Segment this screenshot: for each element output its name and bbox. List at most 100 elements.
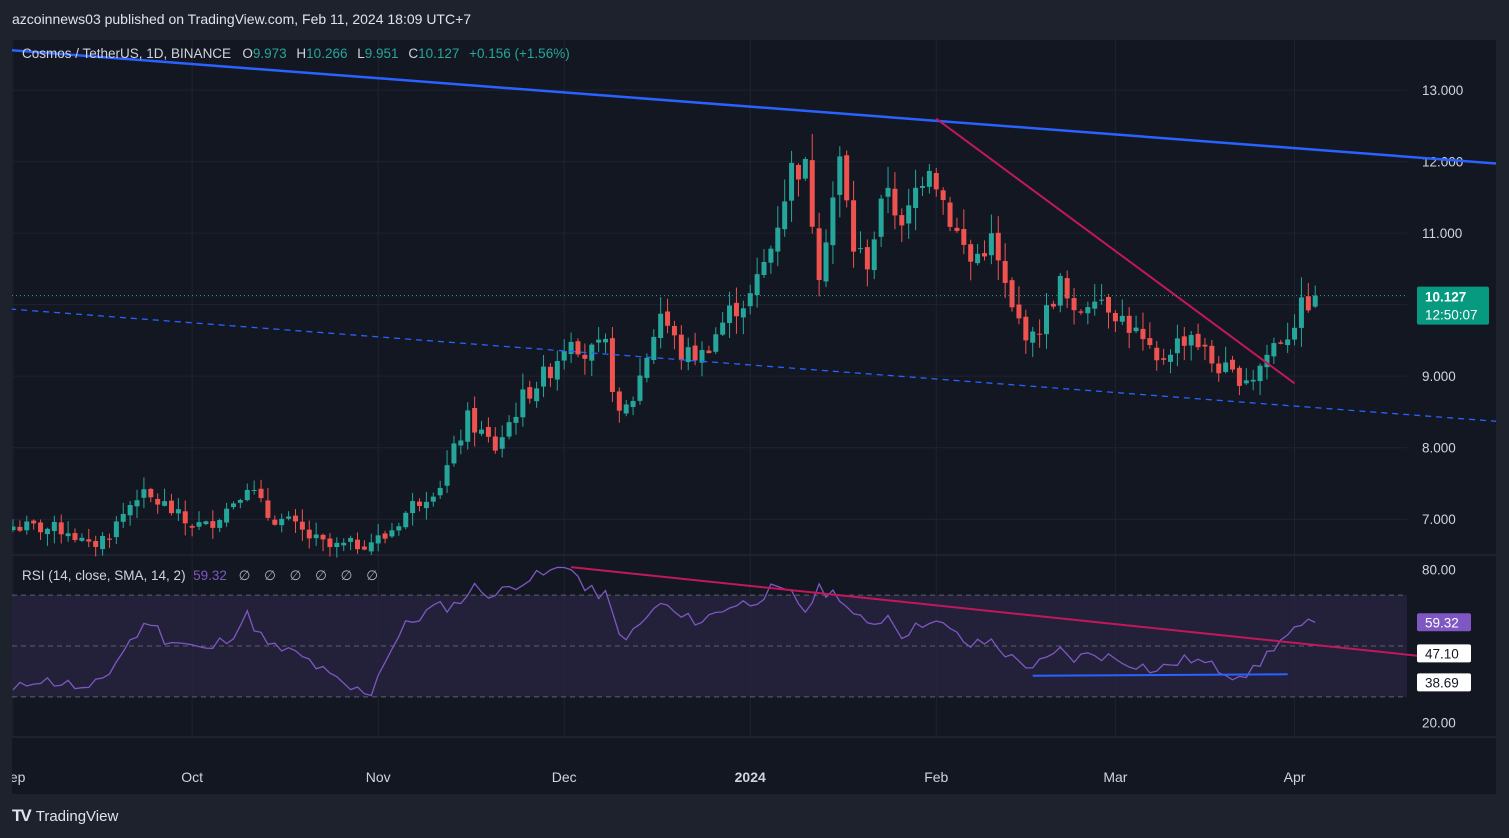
candle-body	[981, 253, 987, 257]
candle-body	[561, 351, 567, 361]
candle-body	[623, 404, 629, 414]
candles-layer	[10, 133, 1318, 558]
candle-body	[1230, 359, 1236, 370]
candle	[168, 493, 174, 516]
open-label: O	[242, 46, 253, 61]
candle	[1285, 322, 1291, 354]
candle	[1064, 270, 1070, 308]
candle	[616, 387, 622, 423]
candle-body	[203, 521, 209, 525]
price-tick-label: 11.000	[1422, 226, 1462, 241]
rsi-placeholder-values: ∅ ∅ ∅ ∅ ∅ ∅	[238, 568, 383, 583]
candle	[727, 291, 733, 339]
candle	[844, 150, 850, 208]
candle	[857, 231, 863, 254]
candle	[58, 514, 64, 544]
candle	[423, 491, 429, 520]
candle	[127, 500, 133, 526]
candle	[320, 533, 326, 552]
candle-body	[1071, 298, 1077, 311]
candle	[1202, 337, 1208, 361]
candle-body	[79, 537, 85, 541]
rsi-value-badge	[1417, 613, 1471, 632]
candle-body	[1285, 339, 1291, 346]
candle	[1147, 322, 1153, 349]
candle	[1112, 310, 1118, 333]
candle-body	[141, 489, 147, 498]
candle	[1119, 299, 1125, 326]
candle-body	[547, 366, 553, 379]
rsi-tick-label: 80.00	[1422, 563, 1456, 578]
tradingview-brand[interactable]: TV TradingView	[12, 806, 118, 826]
candle	[816, 212, 822, 297]
candle-body	[761, 261, 767, 276]
candle	[534, 381, 540, 408]
candle-body	[272, 519, 278, 525]
candle-body	[892, 188, 898, 216]
candle	[499, 425, 505, 458]
candle-body	[947, 202, 953, 227]
candle	[1174, 324, 1180, 367]
last-price-badge	[1417, 286, 1489, 325]
candle-body	[120, 513, 126, 522]
candle	[417, 498, 423, 512]
candle	[554, 350, 560, 391]
candle	[10, 519, 16, 532]
candle-body	[258, 488, 264, 499]
candle-body	[1057, 275, 1063, 306]
chart-canvas[interactable]: 13.00012.00011.00010.0009.0008.0007.0001…	[0, 40, 1509, 794]
chart-panel[interactable]: 13.00012.00011.00010.0009.0008.0007.0001…	[0, 40, 1509, 794]
candle	[603, 333, 609, 353]
candle-body	[224, 508, 230, 523]
candle	[802, 156, 808, 181]
candle-body	[292, 515, 298, 522]
candle	[823, 229, 829, 288]
candle-body	[113, 521, 119, 538]
candle-body	[465, 410, 471, 442]
candle-body	[926, 170, 932, 187]
candle	[472, 396, 478, 447]
candle-body	[1188, 335, 1194, 346]
candle-body	[403, 512, 409, 528]
candle-body	[396, 526, 402, 531]
candle	[754, 257, 760, 308]
candle	[947, 196, 953, 232]
price-tick-label: 9.000	[1422, 369, 1456, 384]
candle-body	[65, 533, 71, 537]
candle-body	[313, 534, 319, 539]
candle	[382, 530, 388, 544]
candle	[747, 284, 753, 315]
candle-body	[692, 345, 698, 361]
upper-trend-line	[0, 48, 1509, 166]
candle	[134, 489, 140, 518]
candle	[582, 343, 588, 375]
symbol-legend: Cosmos / TetherUS, 1D, BINANCE O9.973 H1…	[22, 46, 576, 61]
candle-body	[1078, 311, 1084, 313]
candle	[451, 435, 457, 467]
candle-body	[1161, 358, 1167, 360]
candle	[1099, 284, 1105, 305]
candle	[520, 373, 526, 427]
candle	[678, 325, 684, 370]
candle	[968, 239, 974, 281]
candle	[341, 538, 347, 552]
candle	[292, 509, 298, 533]
candle	[1044, 292, 1049, 349]
rsi-tick-label: 20.00	[1422, 715, 1456, 730]
candle-body	[1292, 327, 1298, 340]
candle-body	[596, 339, 602, 343]
candle-body	[609, 338, 615, 392]
candle	[1126, 307, 1132, 349]
candle-body	[1044, 305, 1049, 335]
candle	[1092, 284, 1098, 316]
candle-body	[857, 248, 863, 250]
candle-body	[1174, 338, 1180, 354]
candle	[541, 354, 547, 398]
candle-body	[816, 228, 822, 281]
candle	[1071, 288, 1077, 325]
candle-body	[740, 308, 746, 318]
candle-body	[382, 533, 388, 539]
candle	[596, 327, 602, 353]
candle	[899, 208, 905, 243]
candle	[1023, 309, 1029, 354]
